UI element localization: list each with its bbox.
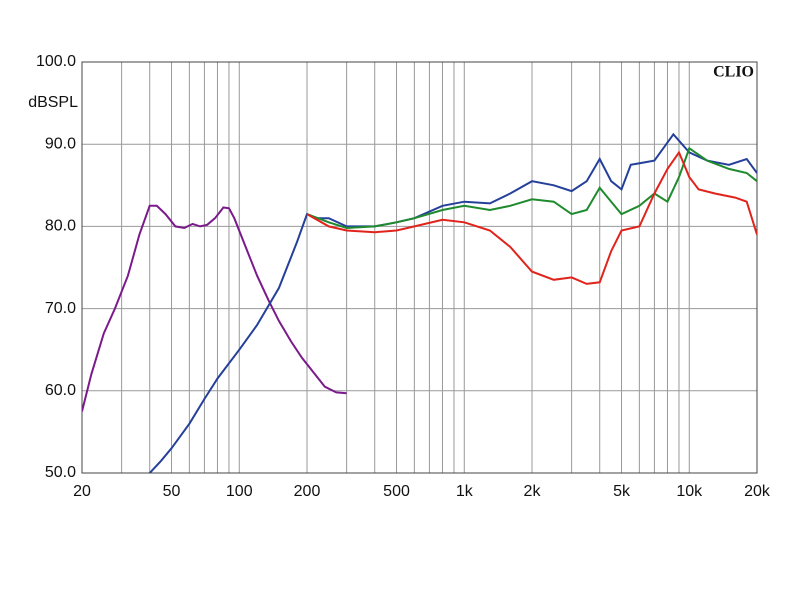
y-tick-label: 50.0 bbox=[45, 464, 76, 481]
series-line bbox=[148, 132, 757, 473]
x-tick-label: 1k bbox=[456, 483, 474, 500]
annotation: CLIO bbox=[713, 64, 754, 81]
x-tick-label: 50 bbox=[163, 483, 181, 500]
y-axis-label: dBSPL bbox=[28, 94, 78, 111]
plot-frame bbox=[81, 61, 758, 474]
x-tick-label: 10k bbox=[676, 483, 703, 500]
y-tick-label: 70.0 bbox=[45, 300, 76, 317]
x-tick-label: 5k bbox=[613, 483, 631, 500]
y-tick-label: 60.0 bbox=[45, 382, 76, 399]
x-tick-label: 2k bbox=[524, 483, 542, 500]
x-tick-label: 500 bbox=[383, 483, 410, 500]
x-tick-label: 100 bbox=[226, 483, 253, 500]
x-tick-label: 20k bbox=[744, 483, 771, 500]
x-tick-label: 20 bbox=[73, 483, 91, 500]
series-line bbox=[306, 146, 757, 230]
series-line bbox=[306, 150, 757, 285]
x-tick-label: 200 bbox=[294, 483, 321, 500]
series-line bbox=[82, 204, 347, 412]
y-tick-label: 80.0 bbox=[45, 218, 76, 235]
y-tick-label: 90.0 bbox=[45, 135, 76, 152]
y-tick-label: 100.0 bbox=[36, 53, 76, 70]
